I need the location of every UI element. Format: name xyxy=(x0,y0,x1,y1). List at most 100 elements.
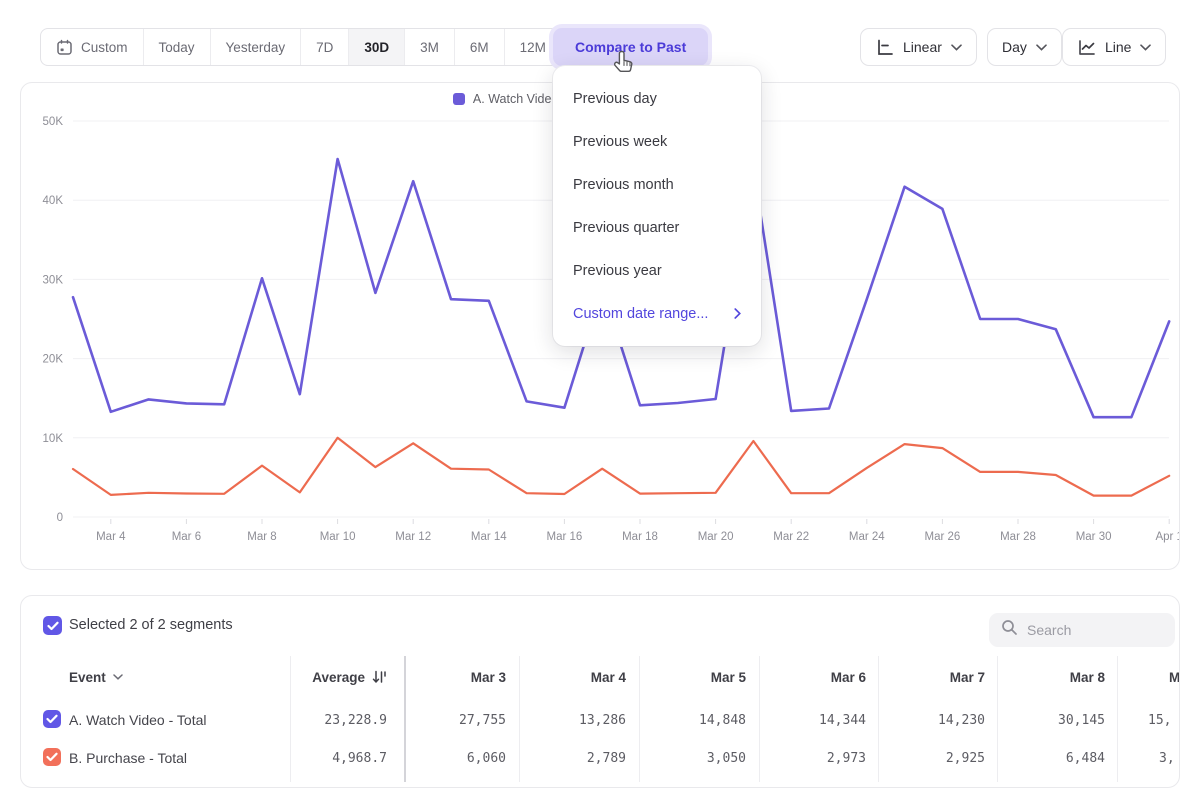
cell-value: 13,286 xyxy=(579,712,626,728)
row-label: A. Watch Video - Total xyxy=(69,701,206,739)
column-header-mar-6[interactable]: Mar 6 xyxy=(830,669,866,685)
scale-dropdown-button[interactable]: Linear xyxy=(860,28,977,66)
menu-item-previous-year[interactable]: Previous year xyxy=(573,262,662,279)
row-checkbox[interactable] xyxy=(43,710,61,728)
range-option-label: 30D xyxy=(364,39,390,55)
sort-descending-icon xyxy=(372,670,387,684)
x-axis-label: Mar 14 xyxy=(471,531,507,543)
cell-value: 6,060 xyxy=(466,750,506,766)
x-axis-label: Mar 24 xyxy=(849,531,885,543)
column-header-average[interactable]: Average xyxy=(277,662,387,692)
menu-item-previous-month[interactable]: Previous month xyxy=(573,176,674,193)
row-label-text: A. Watch Video - Total xyxy=(69,712,207,728)
range-option-today[interactable]: Today xyxy=(144,29,211,65)
x-axis-label: Mar 16 xyxy=(547,531,583,543)
column-divider xyxy=(404,656,406,782)
menu-item-previous-week[interactable]: Previous week xyxy=(573,133,668,150)
cell-value-clipped: 3, xyxy=(1159,750,1175,766)
chevron-right-icon xyxy=(734,308,741,319)
column-header-label: Event xyxy=(69,669,106,685)
y-axis-label: 40K xyxy=(43,195,64,207)
cell-value: 2,789 xyxy=(586,750,626,766)
row-label: B. Purchase - Total xyxy=(69,739,187,777)
x-axis-label: Mar 20 xyxy=(698,531,734,543)
compare-to-past-button[interactable]: Compare to Past xyxy=(553,28,709,66)
x-axis-label: Apr 1 xyxy=(1155,531,1179,543)
column-header-event[interactable]: Event xyxy=(69,662,123,692)
date-range-selector: Custom Today Yesterday 7D 30D 3M 6M 12M xyxy=(40,28,562,66)
column-header-mar-3[interactable]: Mar 3 xyxy=(470,669,506,685)
range-option-12m[interactable]: 12M xyxy=(505,29,561,65)
column-divider xyxy=(759,656,760,782)
column-header-mar-7[interactable]: Mar 7 xyxy=(949,669,985,685)
range-option-label: 7D xyxy=(316,39,334,55)
search-input[interactable] xyxy=(1027,622,1147,638)
row-checkbox[interactable] xyxy=(43,748,61,766)
chevron-down-icon xyxy=(1036,43,1047,51)
x-axis-label: Mar 26 xyxy=(925,531,961,543)
range-option-label: Today xyxy=(158,39,195,55)
column-divider xyxy=(639,656,640,782)
series-line-a xyxy=(71,157,1171,419)
segments-table-panel: Selected 2 of 2 segments Event Average Mar… xyxy=(20,595,1180,788)
y-axis-label: 50K xyxy=(43,116,64,128)
compare-to-past-menu: Previous day Previous week Previous month P… xyxy=(553,66,761,346)
x-axis-label: Mar 18 xyxy=(622,531,658,543)
range-option-3m[interactable]: 3M xyxy=(405,29,455,65)
menu-item-label: Custom date range... xyxy=(573,305,709,322)
column-header-clipped: M xyxy=(1169,669,1180,685)
column-divider xyxy=(878,656,879,782)
menu-item-previous-day[interactable]: Previous day xyxy=(573,90,657,107)
x-axis-label: Mar 30 xyxy=(1076,531,1112,543)
chart-type-dropdown-button[interactable]: Line xyxy=(1062,28,1167,66)
column-header-mar-4[interactable]: Mar 4 xyxy=(590,669,626,685)
legend-swatch xyxy=(452,93,465,105)
x-axis-label: Mar 12 xyxy=(395,531,431,543)
x-axis-label: Mar 4 xyxy=(96,531,126,543)
chevron-down-icon xyxy=(113,674,123,680)
column-divider xyxy=(290,656,291,782)
range-option-30d[interactable]: 30D xyxy=(349,29,406,65)
cell-value: 14,230 xyxy=(938,712,985,728)
range-option-label: Yesterday xyxy=(225,39,286,55)
column-divider xyxy=(519,656,520,782)
range-option-yesterday[interactable]: Yesterday xyxy=(211,29,302,65)
line-chart[interactable]: 0 10K 20K 30K 40K 50K Mar 4 Mar 6 Mar 8 Mar 10 Mar… xyxy=(21,83,1179,569)
x-axis-label: Mar 10 xyxy=(320,531,356,543)
interval-dropdown-button[interactable]: Day xyxy=(987,28,1062,66)
column-header-mar-8[interactable]: Mar 8 xyxy=(1069,669,1105,685)
select-all-checkbox[interactable] xyxy=(43,616,62,635)
cell-value: 14,344 xyxy=(819,712,866,728)
range-option-7d[interactable]: 7D xyxy=(301,29,350,65)
chevron-down-icon xyxy=(1140,43,1152,51)
calendar-icon xyxy=(56,39,73,56)
search-box[interactable] xyxy=(989,613,1175,647)
column-divider xyxy=(1117,656,1118,782)
y-axis-label: 10K xyxy=(43,433,64,445)
series-line-b xyxy=(71,436,1171,497)
line-chart-icon xyxy=(1077,38,1096,57)
x-axis-label: Mar 28 xyxy=(1000,531,1036,543)
cell-value: 3,050 xyxy=(706,750,746,766)
range-option-label: 3M xyxy=(420,39,439,55)
cell-value: 30,145 xyxy=(1058,712,1105,728)
chart-type-label: Line xyxy=(1105,39,1132,55)
cell-average: 4,968.7 xyxy=(332,750,387,766)
menu-item-previous-quarter[interactable]: Previous quarter xyxy=(573,219,680,236)
x-axis-label: Mar 22 xyxy=(773,531,809,543)
cell-value: 27,755 xyxy=(459,712,506,728)
cell-value: 6,484 xyxy=(1065,750,1105,766)
x-axis-label: Mar 6 xyxy=(172,531,201,543)
column-header-mar-5[interactable]: Mar 5 xyxy=(710,669,746,685)
range-option-6m[interactable]: 6M xyxy=(455,29,505,65)
cell-average: 23,228.9 xyxy=(324,712,387,728)
scale-label: Linear xyxy=(903,39,942,55)
x-axis-label: Mar 8 xyxy=(247,531,276,543)
row-label-text: B. Purchase - Total xyxy=(69,750,188,766)
linear-axis-icon xyxy=(875,38,894,57)
cell-value: 2,925 xyxy=(945,750,985,766)
menu-item-custom-date-range[interactable]: Custom date range... xyxy=(553,292,761,335)
range-option-custom[interactable]: Custom xyxy=(41,29,144,65)
chevron-down-icon xyxy=(951,43,962,51)
